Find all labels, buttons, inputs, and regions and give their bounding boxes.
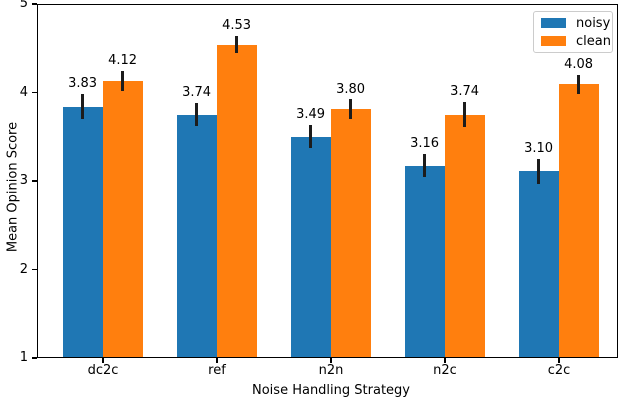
y-tick-label-2: 2 — [19, 261, 28, 277]
bar-value-label-clean-c2c: 4.08 — [564, 56, 594, 72]
bar-noisy-ref — [176, 114, 217, 357]
error-bar-clean-n2c — [463, 102, 467, 127]
legend-swatch-noisy-icon — [541, 18, 566, 28]
error-bar-noisy-n2n — [309, 125, 313, 149]
bar-value-label-clean-dc2c: 4.12 — [108, 53, 138, 69]
error-bar-clean-ref — [235, 35, 239, 54]
x-tick-c2c — [558, 358, 560, 363]
x-tick-label-c2c: c2c — [547, 363, 571, 378]
x-tick-label-dc2c: dc2c — [87, 363, 119, 378]
y-tick-label-3: 3 — [19, 173, 28, 188]
legend: noisy clean — [533, 11, 613, 53]
bar-noisy-n2n — [290, 136, 331, 357]
error-bar-clean-c2c — [577, 74, 581, 95]
x-tick-n2c — [444, 358, 446, 363]
bar-value-label-noisy-dc2c: 3.83 — [68, 76, 98, 92]
bar-clean-c2c — [558, 84, 599, 357]
x-tick-n2n — [330, 358, 332, 363]
error-bar-noisy-n2c — [423, 154, 427, 178]
error-bar-noisy-ref — [195, 103, 199, 126]
error-bar-clean-n2n — [349, 99, 353, 119]
y-tick-1 — [32, 357, 37, 359]
bar-value-label-noisy-c2c: 3.10 — [524, 140, 554, 156]
y-tick-label-4: 4 — [19, 84, 28, 100]
legend-label-noisy: noisy — [576, 15, 611, 31]
y-tick-3 — [32, 180, 37, 182]
bar-value-label-noisy-n2n: 3.49 — [296, 107, 326, 123]
y-tick-label-1: 1 — [19, 350, 28, 365]
error-bar-noisy-dc2c — [81, 94, 85, 119]
legend-item-clean: clean — [534, 35, 612, 48]
error-bar-clean-dc2c — [121, 71, 125, 91]
bar-value-label-noisy-n2c: 3.16 — [410, 136, 440, 152]
bar-value-label-noisy-ref: 3.74 — [182, 85, 212, 100]
x-tick-ref — [216, 358, 218, 363]
y-tick-4 — [32, 91, 37, 94]
x-tick-label-ref: ref — [208, 363, 226, 378]
legend-item-noisy: noisy — [534, 17, 612, 30]
x-tick-dc2c — [102, 358, 104, 363]
bar-value-label-clean-n2c: 3.74 — [450, 84, 480, 100]
bar-clean-n2c — [444, 114, 485, 357]
plot-area: 3.83 4.12 3.74 4.53 3.49 3.80 3.16 3.74 3.10 4.08 — [37, 4, 618, 358]
x-axis-label: Noise Handling Strategy — [252, 383, 410, 398]
error-bar-noisy-c2c — [537, 158, 541, 184]
bar-clean-n2n — [330, 109, 371, 357]
bar-value-label-clean-ref: 4.53 — [222, 17, 252, 33]
y-tick-5 — [32, 3, 37, 5]
bar-noisy-c2c — [518, 171, 559, 357]
bar-noisy-dc2c — [62, 106, 103, 357]
x-tick-label-n2c: n2c — [433, 363, 457, 378]
x-tick-label-n2n: n2n — [318, 363, 344, 378]
bar-value-label-clean-n2n: 3.80 — [336, 81, 366, 97]
bar-noisy-n2c — [404, 165, 445, 357]
y-tick-2 — [32, 268, 37, 271]
bar-clean-dc2c — [102, 80, 143, 357]
legend-label-clean: clean — [576, 33, 611, 49]
y-tick-label-5: 5 — [19, 0, 28, 11]
bar-clean-ref — [216, 44, 257, 357]
legend-swatch-clean-icon — [541, 36, 566, 46]
